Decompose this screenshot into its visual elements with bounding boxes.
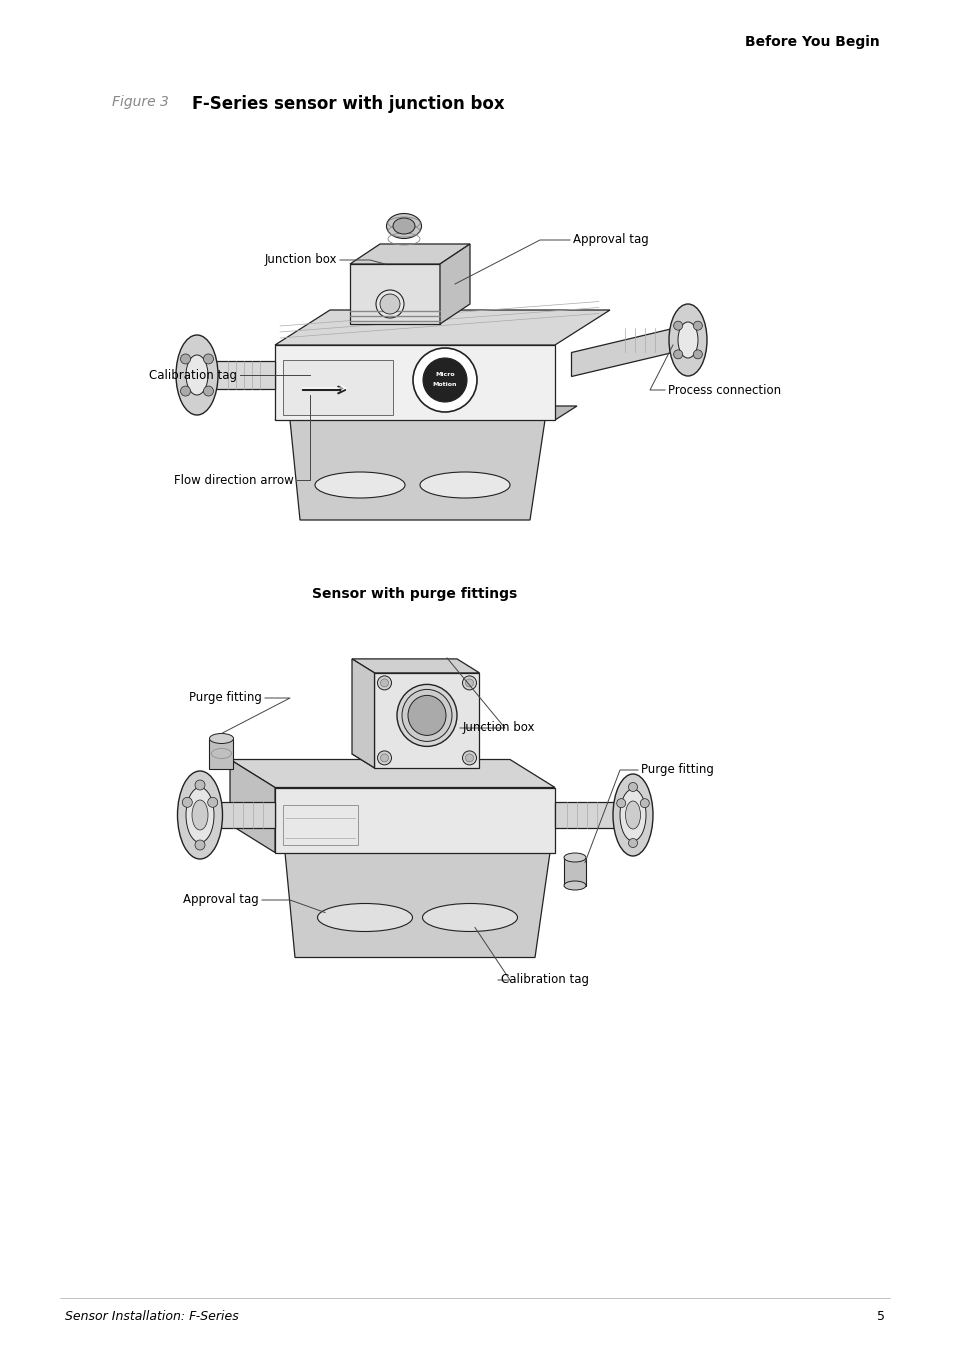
Circle shape [203, 386, 213, 396]
Circle shape [465, 753, 473, 761]
Ellipse shape [177, 771, 222, 859]
Ellipse shape [678, 323, 698, 358]
Polygon shape [352, 753, 479, 768]
Polygon shape [555, 802, 619, 828]
Polygon shape [350, 244, 470, 265]
Polygon shape [230, 760, 274, 852]
Polygon shape [571, 328, 675, 377]
Ellipse shape [317, 903, 412, 932]
Circle shape [422, 358, 467, 402]
Circle shape [465, 679, 473, 687]
Circle shape [380, 753, 388, 761]
Circle shape [194, 780, 205, 790]
Ellipse shape [386, 213, 421, 239]
Text: Process connection: Process connection [667, 383, 781, 397]
Ellipse shape [393, 217, 415, 234]
Circle shape [462, 676, 476, 690]
FancyBboxPatch shape [563, 857, 585, 886]
Ellipse shape [314, 472, 405, 498]
Ellipse shape [563, 853, 585, 863]
Polygon shape [285, 852, 550, 957]
Circle shape [616, 799, 625, 807]
Circle shape [462, 751, 476, 765]
Text: F-Series sensor with junction box: F-Series sensor with junction box [192, 95, 504, 113]
Polygon shape [214, 802, 274, 828]
Ellipse shape [210, 733, 233, 744]
Circle shape [203, 354, 213, 364]
Text: Before You Begin: Before You Begin [744, 35, 879, 49]
FancyBboxPatch shape [283, 360, 393, 414]
Text: Calibration tag: Calibration tag [500, 973, 588, 987]
Polygon shape [230, 760, 555, 787]
Ellipse shape [419, 472, 510, 498]
Ellipse shape [375, 290, 403, 319]
Ellipse shape [401, 690, 452, 741]
Text: Flow direction arrow: Flow direction arrow [174, 474, 294, 486]
Ellipse shape [186, 787, 213, 842]
Text: Junction box: Junction box [264, 254, 336, 266]
Polygon shape [439, 244, 470, 324]
Text: Purge fitting: Purge fitting [640, 764, 713, 776]
Circle shape [377, 751, 391, 765]
Polygon shape [375, 672, 479, 768]
Circle shape [413, 348, 476, 412]
Text: Approval tag: Approval tag [573, 234, 648, 247]
Text: Junction box: Junction box [462, 721, 535, 734]
Ellipse shape [668, 304, 706, 377]
Polygon shape [290, 420, 544, 520]
Text: Figure 3: Figure 3 [112, 95, 169, 109]
Text: Sensor Installation: F-Series: Sensor Installation: F-Series [65, 1310, 238, 1323]
Text: Approval tag: Approval tag [183, 894, 258, 906]
Circle shape [380, 679, 388, 687]
Text: 5: 5 [876, 1310, 884, 1323]
Circle shape [628, 838, 637, 848]
Text: Purge fitting: Purge fitting [189, 691, 262, 705]
Circle shape [377, 676, 391, 690]
Polygon shape [274, 310, 609, 346]
Ellipse shape [186, 355, 208, 396]
Ellipse shape [192, 801, 208, 830]
Circle shape [693, 350, 701, 359]
Circle shape [628, 783, 637, 791]
Polygon shape [210, 360, 274, 389]
Ellipse shape [563, 882, 585, 890]
Circle shape [379, 294, 399, 315]
Circle shape [639, 799, 649, 807]
Circle shape [182, 798, 193, 807]
Ellipse shape [408, 695, 446, 736]
Polygon shape [352, 659, 375, 768]
Ellipse shape [396, 684, 456, 747]
Ellipse shape [625, 801, 639, 829]
Text: Micro: Micro [435, 373, 455, 378]
Circle shape [693, 321, 701, 331]
Circle shape [673, 321, 682, 331]
Circle shape [180, 354, 191, 364]
Text: Calibration tag: Calibration tag [149, 369, 236, 382]
Polygon shape [352, 659, 479, 672]
Circle shape [180, 386, 191, 396]
Ellipse shape [619, 788, 645, 841]
Ellipse shape [613, 774, 652, 856]
Text: Motion: Motion [433, 382, 456, 387]
Circle shape [673, 350, 682, 359]
Ellipse shape [175, 335, 218, 414]
Circle shape [194, 840, 205, 850]
Polygon shape [272, 844, 550, 852]
Polygon shape [274, 346, 555, 420]
Polygon shape [274, 787, 555, 852]
FancyBboxPatch shape [210, 738, 233, 768]
Text: Sensor with purge fittings: Sensor with purge fittings [312, 587, 517, 601]
Polygon shape [274, 406, 577, 420]
Polygon shape [350, 265, 439, 324]
Circle shape [208, 798, 217, 807]
Ellipse shape [422, 903, 517, 932]
